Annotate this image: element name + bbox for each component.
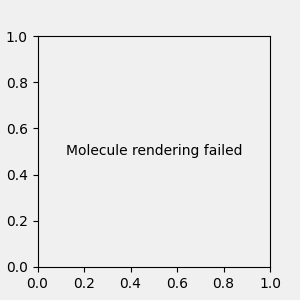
Text: Molecule rendering failed: Molecule rendering failed [65, 145, 242, 158]
